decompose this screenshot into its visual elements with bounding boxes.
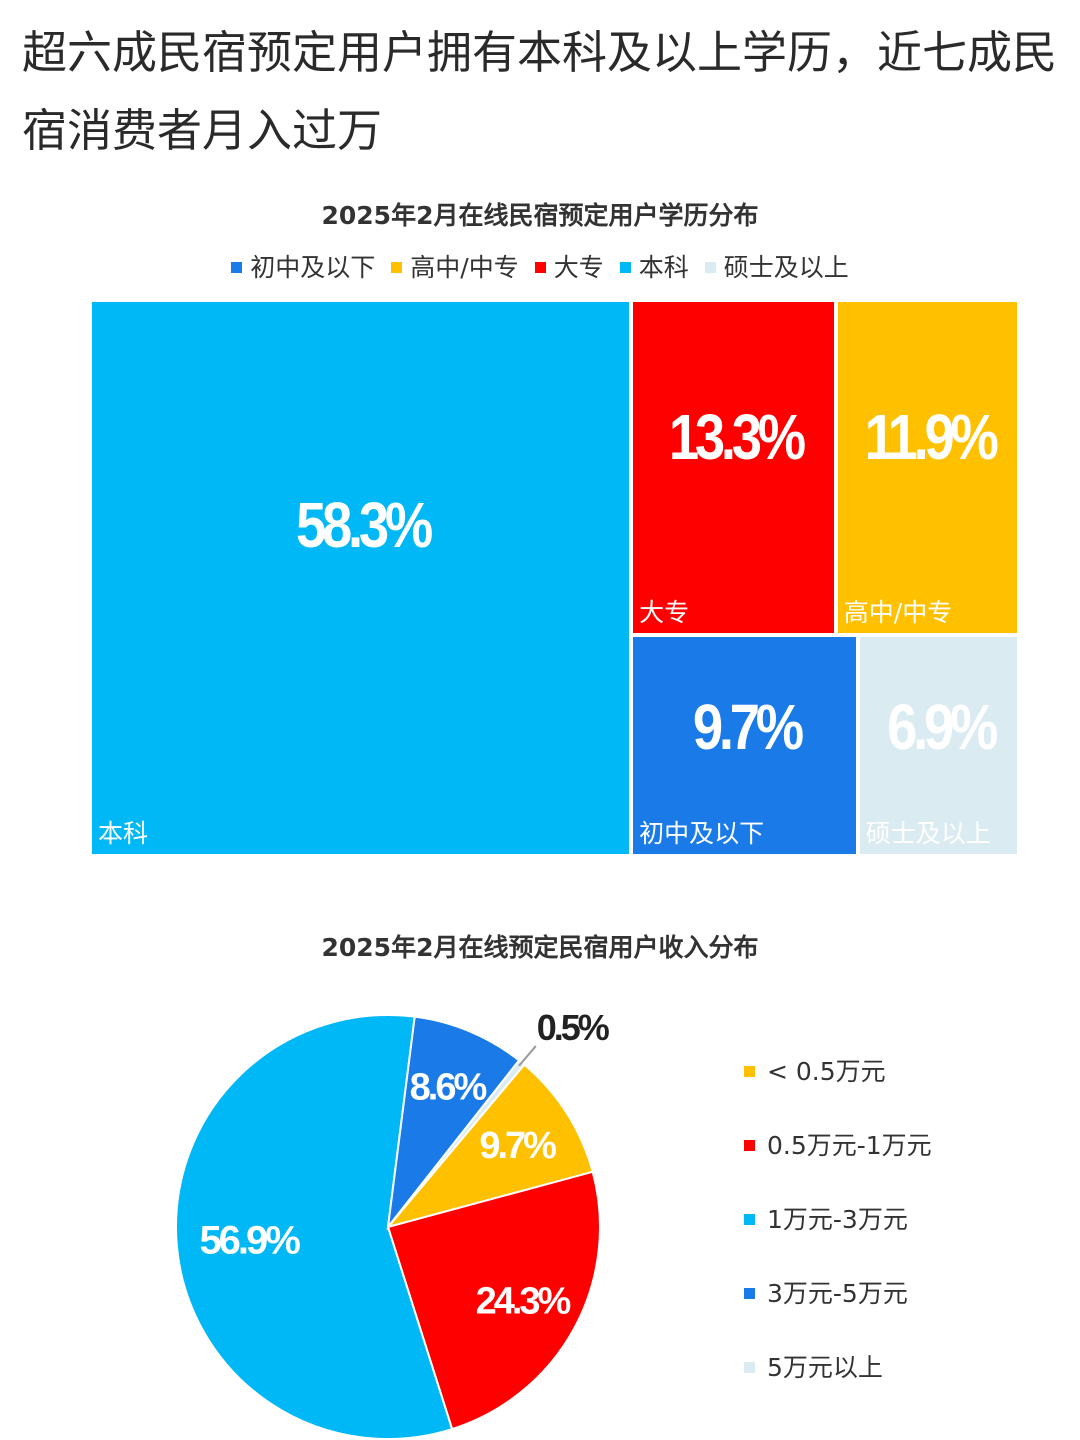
legend-label: 大专 — [553, 253, 604, 282]
pie-value-label: 24.3% — [476, 1281, 571, 1323]
tile-value-label: 11.9% — [864, 401, 998, 474]
treemap-tile: 58.3% 本科 — [90, 300, 632, 856]
pie-value-label: 0.5% — [537, 1010, 610, 1048]
treemap-legend-item: 大专 — [534, 248, 604, 284]
treemap-title: 2025年2月在线民宿预定用户学历分布 — [321, 201, 759, 230]
pie-legend-item: 1万元-3万元 — [744, 1198, 932, 1272]
pie-leader-line — [518, 1045, 537, 1067]
legend-swatch — [744, 1287, 755, 1299]
treemap-tile: 13.3% 大专 — [631, 300, 836, 636]
legend-label: 高中/中专 — [410, 253, 519, 282]
treemap-tile: 9.7% 初中及以下 — [631, 635, 858, 856]
treemap-legend: 初中及以下 高中/中专 大专 本科 硕士及以上 — [0, 248, 1080, 284]
pie-value-label: 56.9% — [199, 1219, 300, 1263]
treemap-legend-item: 硕士及以上 — [704, 248, 849, 284]
treemap-tile: 11.9% 高中/中专 — [835, 300, 1019, 636]
treemap-legend-item: 初中及以下 — [231, 248, 375, 284]
legend-swatch — [704, 261, 716, 273]
tile-category-label: 硕士及以上 — [865, 818, 991, 848]
tile-category-label: 大专 — [639, 598, 690, 628]
tile-value-label: 13.3% — [668, 401, 806, 474]
pie-slice — [386, 1170, 601, 1431]
pie-slice — [386, 1015, 521, 1231]
tile-category-label: 本科 — [98, 819, 149, 848]
treemap-legend-item: 本科 — [619, 248, 689, 284]
legend-label: 5万元以上 — [767, 1353, 883, 1382]
legend-swatch — [744, 1361, 755, 1373]
pie-slice — [385, 1063, 594, 1229]
legend-swatch — [391, 261, 403, 273]
legend-label: < 0.5万元 — [767, 1057, 886, 1086]
treemap-legend-item: 高中/中专 — [391, 248, 519, 284]
legend-swatch — [744, 1065, 755, 1077]
pie-legend-item: 3万元-5万元 — [744, 1272, 932, 1346]
legend-label: 3万元-5万元 — [767, 1279, 908, 1308]
pie-legend: < 0.5万元 0.5万元-1万元 1万元-3万元 3万元-5万元 5万元以上 — [744, 1050, 932, 1420]
legend-label: 本科 — [638, 253, 689, 282]
treemap-tile: 6.9% 硕士及以上 — [857, 635, 1019, 856]
legend-label: 硕士及以上 — [723, 253, 849, 282]
pie-slice — [175, 1014, 454, 1440]
tile-category-label: 高中/中专 — [843, 598, 953, 628]
legend-swatch — [231, 261, 243, 273]
tile-value-label: 58.3% — [296, 489, 433, 562]
pie-legend-item: 5万元以上 — [744, 1346, 932, 1420]
headline: 超六成民宿预定用户拥有本科及以上学历，近七成民宿消费者月入过万 — [22, 26, 1058, 157]
legend-label: 1万元-3万元 — [767, 1205, 908, 1234]
tile-category-label: 初中及以下 — [639, 818, 765, 848]
tile-value-label: 9.7% — [692, 690, 804, 763]
legend-swatch — [619, 261, 631, 273]
pie-value-label: 9.7% — [479, 1125, 556, 1167]
legend-swatch — [744, 1139, 755, 1151]
income-pie-chart: 9.7% 24.3% 56.9% 8.6% 0.5% — [175, 1010, 610, 1440]
legend-swatch — [534, 261, 546, 273]
pie-legend-item: < 0.5万元 — [744, 1050, 932, 1124]
legend-label: 初中及以下 — [250, 253, 376, 282]
legend-label: 0.5万元-1万元 — [767, 1131, 932, 1160]
legend-swatch — [744, 1213, 755, 1225]
pie-value-label: 8.6% — [410, 1067, 487, 1109]
tile-value-label: 6.9% — [886, 690, 998, 763]
pie-legend-item: 0.5万元-1万元 — [744, 1124, 932, 1198]
education-treemap: 58.3% 本科 13.3% 大专 11.9% 高中/中专 9.7% 初中及以下 6.9% 硕士及… — [90, 300, 1019, 856]
pie-title: 2025年2月在线预定民宿用户收入分布 — [321, 933, 759, 962]
